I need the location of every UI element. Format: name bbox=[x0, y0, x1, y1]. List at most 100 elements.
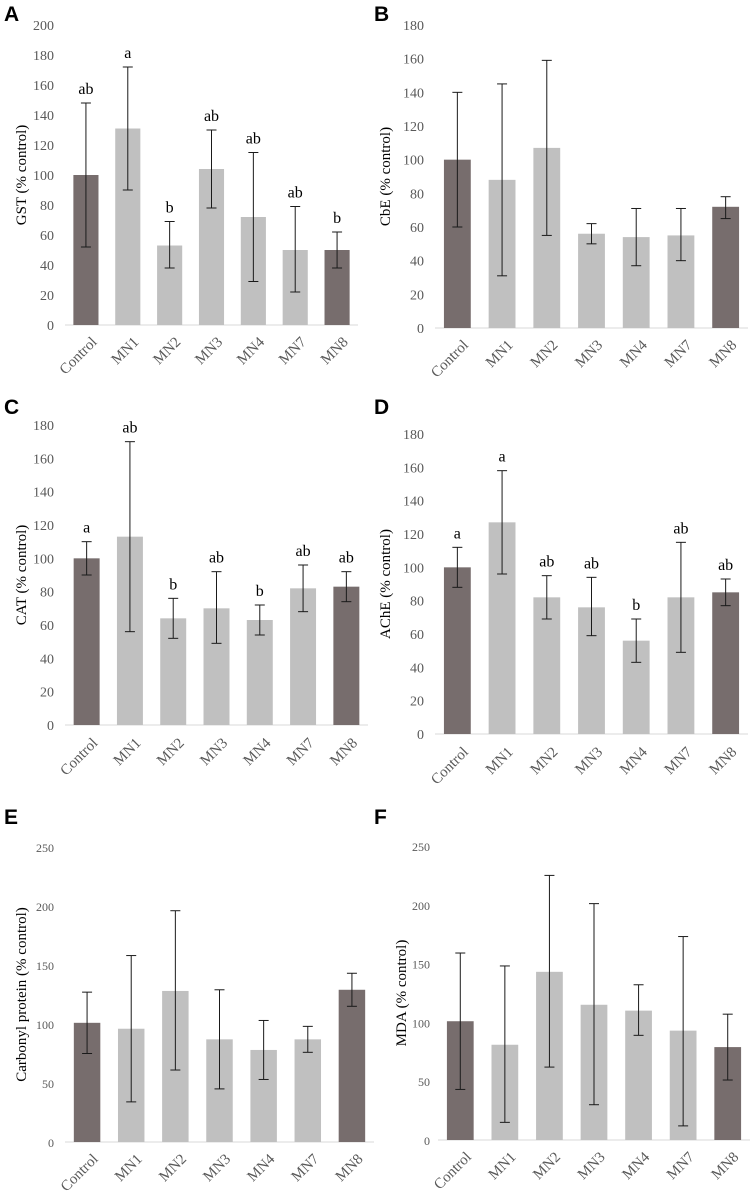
panel-f-error-bar-control bbox=[455, 952, 466, 1090]
panel-b-error-bar-mn4 bbox=[631, 207, 642, 267]
panel-d-significance-mn8: ab bbox=[718, 557, 733, 574]
panel-b-y-tick-label: 160 bbox=[403, 53, 424, 68]
panel-d-bar-control bbox=[443, 567, 471, 734]
panel-a-y-tick-label: 100 bbox=[33, 169, 54, 184]
panel-f-category-label-mn7: MN7 bbox=[664, 1149, 698, 1183]
panel-b-category-label-mn3: MN3 bbox=[572, 337, 606, 371]
panel-d-error-bar-control bbox=[452, 546, 463, 588]
panel-c-bar-mn4 bbox=[246, 620, 273, 725]
panel-a-y-tick-label: 0 bbox=[47, 319, 54, 334]
panel-c-significance-mn4: b bbox=[256, 583, 264, 600]
panel-a-y-tick-label: 20 bbox=[40, 289, 54, 304]
panel-c-y-tick-label: 60 bbox=[40, 619, 54, 634]
panel-b-y-tick-label: 120 bbox=[403, 120, 424, 135]
panel-b-error-bar-mn3 bbox=[586, 223, 597, 245]
panel-c-significance-control: a bbox=[83, 520, 90, 537]
panel-d-error-bar-mn8 bbox=[720, 578, 731, 607]
panel-f-category-label-mn1: MN1 bbox=[486, 1149, 520, 1183]
panel-f-error-bar-mn4 bbox=[633, 984, 644, 1036]
panel-b-y-axis-label: CbE (% control) bbox=[378, 127, 394, 226]
panel-f-category-label-mn2: MN2 bbox=[530, 1149, 564, 1183]
panel-d-significance-mn2: ab bbox=[539, 554, 554, 571]
panel-c-category-label-mn8: MN8 bbox=[327, 735, 361, 769]
panel-a-y-tick-label: 120 bbox=[33, 139, 54, 154]
panel-c-bar-control bbox=[73, 558, 100, 725]
panel-b-bar-mn3 bbox=[578, 233, 605, 328]
panel-e-category-label-mn1: MN1 bbox=[112, 1151, 146, 1185]
panel-d-y-tick-label: 180 bbox=[403, 428, 424, 443]
panel-d-significance-mn4: b bbox=[632, 597, 640, 614]
panel-e-category-label-mn7: MN7 bbox=[289, 1151, 323, 1185]
panel-d-y-tick-label: 80 bbox=[410, 595, 424, 610]
panel-f-category-label-mn3: MN3 bbox=[575, 1149, 609, 1183]
panel-a-significance-mn3: ab bbox=[204, 108, 219, 125]
panel-c-y-tick-label: 100 bbox=[33, 552, 54, 567]
panel-e-error-bar-mn7 bbox=[302, 1025, 313, 1053]
panel-c: C CAT (% control) 0 20 40 60 80 100 120 140 160 180… bbox=[4, 396, 368, 779]
panel-c-significance-mn1: ab bbox=[122, 420, 137, 437]
panel-c-significance-mn7: ab bbox=[296, 543, 311, 560]
panel-a-error-bar-control bbox=[80, 102, 91, 248]
panel-d-letter: D bbox=[374, 396, 389, 419]
panel-a-error-bar-mn2 bbox=[164, 221, 175, 269]
panel-e-y-tick-label: 50 bbox=[42, 1077, 54, 1091]
panel-d-error-bar-mn2 bbox=[541, 575, 552, 620]
panel-b: B CbE (% control) 0 20 40 60 80 100 120 140 160 180… bbox=[374, 3, 748, 381]
panel-e-category-label-mn2: MN2 bbox=[156, 1151, 190, 1185]
panel-c-category-label-mn1: MN1 bbox=[111, 735, 145, 769]
panel-b-category-label-mn2: MN2 bbox=[528, 337, 562, 371]
panel-f-category-label-control: Control bbox=[431, 1149, 475, 1193]
panel-b-bar-mn8 bbox=[712, 206, 740, 328]
panel-f-y-tick-label: 0 bbox=[424, 1134, 430, 1148]
panel-a-category-label-mn8: MN8 bbox=[318, 334, 352, 368]
panel-a-category-label-mn1: MN1 bbox=[109, 334, 143, 368]
panel-f-y-axis-label: MDA (% control) bbox=[394, 940, 410, 1047]
panel-c-y-tick-label: 120 bbox=[33, 519, 54, 534]
panel-a-y-tick-label: 80 bbox=[40, 199, 54, 214]
panel-f-category-label-mn4: MN4 bbox=[619, 1149, 653, 1183]
panel-c-bar-mn8 bbox=[333, 586, 360, 725]
panel-b-y-tick-label: 80 bbox=[410, 187, 424, 202]
panel-e-y-tick-label: 250 bbox=[36, 841, 54, 855]
panel-c-category-label-mn4: MN4 bbox=[241, 735, 275, 769]
panel-a-y-tick-label: 160 bbox=[33, 79, 54, 94]
panel-e-y-tick-label: 100 bbox=[36, 1018, 54, 1032]
panel-d-error-bar-mn3 bbox=[586, 576, 597, 637]
panel-c-y-axis-label: CAT (% control) bbox=[14, 525, 30, 626]
panel-b-category-label-mn4: MN4 bbox=[617, 337, 651, 371]
panel-a-significance-mn1: a bbox=[124, 45, 131, 62]
panel-c-category-label-mn7: MN7 bbox=[284, 735, 318, 769]
panel-d-category-label-control: Control bbox=[428, 744, 472, 788]
panel-e-bar-mn7 bbox=[294, 1039, 322, 1142]
panel-c-letter: C bbox=[4, 396, 19, 419]
panel-b-y-tick-label: 180 bbox=[403, 19, 424, 34]
panel-c-y-tick-label: 20 bbox=[40, 686, 54, 701]
panel-e-letter: E bbox=[4, 806, 18, 829]
panel-d-y-tick-label: 160 bbox=[403, 461, 424, 476]
panel-b-error-bar-mn1 bbox=[497, 83, 508, 277]
panel-f-letter: F bbox=[374, 806, 387, 829]
panel-d-y-tick-label: 60 bbox=[410, 628, 424, 643]
panel-c-y-tick-label: 160 bbox=[33, 452, 54, 467]
panel-f-error-bar-mn8 bbox=[722, 1013, 733, 1081]
panel-c-category-label-mn3: MN3 bbox=[197, 735, 231, 769]
panel-f-y-tick-label: 250 bbox=[412, 840, 430, 854]
panel-e-y-tick-label: 0 bbox=[48, 1136, 54, 1150]
panel-b-category-label-mn1: MN1 bbox=[483, 337, 517, 371]
panel-e-category-label-mn8: MN8 bbox=[333, 1151, 367, 1185]
panel-f-error-bar-mn7 bbox=[678, 936, 689, 1127]
panel-d-error-bar-mn1 bbox=[497, 470, 508, 575]
panel-f-y-tick-label: 100 bbox=[412, 1016, 430, 1030]
panel-b-letter: B bbox=[374, 3, 389, 26]
panel-a-error-bar-mn8 bbox=[332, 231, 343, 269]
panel-e: E Carbonyl protein (% control) 0 50 100 150 20… bbox=[4, 806, 374, 1195]
panel-c-y-tick-label: 40 bbox=[40, 652, 54, 667]
panel-a-y-axis-label: GST (% control) bbox=[14, 125, 30, 226]
panel-f-error-bar-mn1 bbox=[499, 965, 510, 1123]
panel-b-y-tick-label: 0 bbox=[417, 322, 424, 337]
panel-d-y-tick-label: 120 bbox=[403, 528, 424, 543]
panel-d-category-label-mn2: MN2 bbox=[528, 744, 562, 778]
panel-c-y-tick-label: 0 bbox=[47, 719, 54, 734]
panel-c-y-tick-label: 140 bbox=[33, 486, 54, 501]
